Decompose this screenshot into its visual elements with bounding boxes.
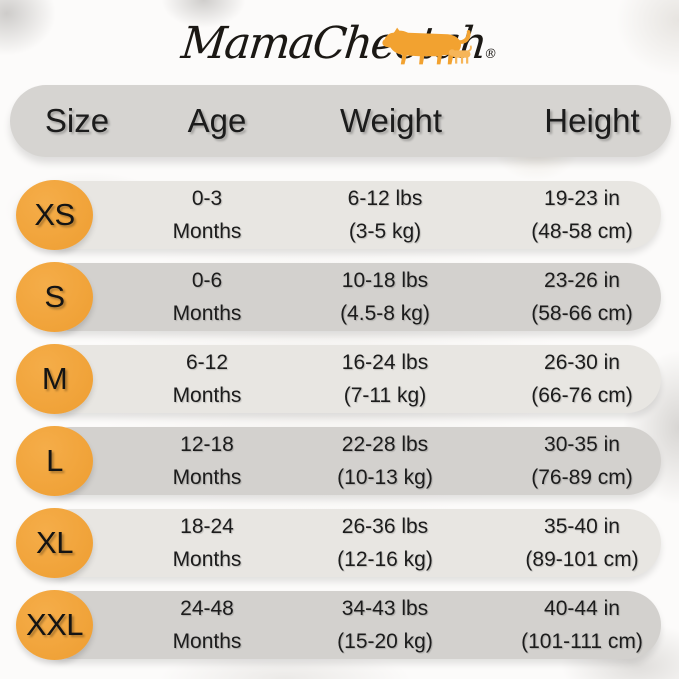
- height-cell: 19-23 in (48-58 cm): [531, 182, 633, 248]
- age-unit: Months: [172, 466, 242, 489]
- weight-kg: (12-16 kg): [337, 548, 433, 571]
- table-row: XXL 24-48 Months 34-43 lbs (15-20 kg) 40…: [0, 590, 679, 660]
- size-badge: M: [16, 344, 93, 414]
- height-cm: (58-66 cm): [531, 302, 633, 325]
- header-weight: Weight: [339, 102, 443, 139]
- height-cell: 40-44 in (101-111 cm): [521, 592, 643, 658]
- height-in: 26-30 in: [544, 351, 620, 374]
- age-cell: 6-12 Months: [173, 346, 242, 412]
- age-cell: 0-3 Months: [173, 182, 242, 248]
- height-cell: 30-35 in (76-89 cm): [531, 428, 633, 494]
- table-row: S 0-6 Months 10-18 lbs (4.5-8 kg) 23-26 …: [0, 262, 679, 332]
- height-cm: (76-89 cm): [531, 466, 633, 489]
- weight-lbs: 22-28 lbs: [341, 433, 429, 456]
- age-cell: 24-48 Months: [173, 592, 242, 658]
- row-pill-background: [37, 181, 661, 249]
- table-row: L 12-18 Months 22-28 lbs (10-13 kg) 30-3…: [0, 426, 679, 496]
- height-in: 40-44 in: [544, 597, 620, 620]
- table-row: XS 0-3 Months 6-12 lbs (3-5 kg) 19-23 in…: [0, 180, 679, 250]
- weight-lbs: 10-18 lbs: [341, 269, 429, 292]
- age-range: 12-18: [180, 433, 234, 456]
- header-size: Size: [44, 102, 110, 139]
- weight-lbs: 6-12 lbs: [347, 187, 423, 210]
- weight-cell: 16-24 lbs (7-11 kg): [342, 346, 428, 412]
- height-in: 19-23 in: [544, 187, 620, 210]
- age-range: 6-12: [185, 351, 229, 374]
- size-badge: S: [16, 262, 93, 332]
- row-pill-background: [37, 509, 661, 577]
- brand-logo: MamaCheetah®: [0, 14, 679, 80]
- weight-kg: (4.5-8 kg): [340, 302, 430, 325]
- age-cell: 12-18 Months: [173, 428, 242, 494]
- weight-cell: 22-28 lbs (10-13 kg): [337, 428, 433, 494]
- height-cell: 35-40 in (89-101 cm): [525, 510, 638, 576]
- table-header-row: Size Age Weight Height: [10, 85, 671, 157]
- height-in: 30-35 in: [544, 433, 620, 456]
- height-cm: (66-76 cm): [531, 384, 633, 407]
- size-badge: XL: [16, 508, 93, 578]
- row-pill-background: [37, 591, 661, 659]
- age-unit: Months: [172, 384, 242, 407]
- height-cm: (89-101 cm): [525, 548, 639, 571]
- weight-kg: (15-20 kg): [337, 630, 433, 653]
- age-range: 0-6: [191, 269, 223, 292]
- age-unit: Months: [172, 630, 242, 653]
- weight-cell: 26-36 lbs (12-16 kg): [337, 510, 433, 576]
- weight-kg: (7-11 kg): [343, 384, 427, 407]
- age-unit: Months: [172, 548, 242, 571]
- size-badge: L: [16, 426, 93, 496]
- age-cell: 0-6 Months: [173, 264, 242, 330]
- height-cell: 23-26 in (58-66 cm): [531, 264, 633, 330]
- age-unit: Months: [172, 302, 242, 325]
- height-cm: (101-111 cm): [521, 630, 643, 653]
- weight-cell: 34-43 lbs (15-20 kg): [337, 592, 433, 658]
- header-age: Age: [187, 102, 247, 139]
- row-pill-background: [37, 263, 661, 331]
- age-cell: 18-24 Months: [173, 510, 242, 576]
- weight-kg: (10-13 kg): [337, 466, 433, 489]
- size-badge: XS: [16, 180, 93, 250]
- age-unit: Months: [172, 220, 242, 243]
- header-height: Height: [544, 102, 640, 139]
- height-cell: 26-30 in (66-76 cm): [531, 346, 633, 412]
- table-row: XL 18-24 Months 26-36 lbs (12-16 kg) 35-…: [0, 508, 679, 578]
- age-range: 0-3: [191, 187, 223, 210]
- height-in: 23-26 in: [544, 269, 620, 292]
- weight-lbs: 34-43 lbs: [341, 597, 429, 620]
- height-in: 35-40 in: [544, 515, 620, 538]
- size-badge: XXL: [16, 590, 93, 660]
- row-pill-background: [37, 345, 661, 413]
- table-row: M 6-12 Months 16-24 lbs (7-11 kg) 26-30 …: [0, 344, 679, 414]
- weight-lbs: 26-36 lbs: [341, 515, 429, 538]
- weight-kg: (3-5 kg): [348, 220, 422, 243]
- age-range: 24-48: [180, 597, 234, 620]
- weight-cell: 6-12 lbs (3-5 kg): [348, 182, 423, 248]
- row-pill-background: [37, 427, 661, 495]
- cheetah-mother-and-cub-icon: [382, 27, 472, 65]
- height-cm: (48-58 cm): [531, 220, 633, 243]
- weight-cell: 10-18 lbs (4.5-8 kg): [340, 264, 430, 330]
- weight-lbs: 16-24 lbs: [341, 351, 429, 374]
- age-range: 18-24: [180, 515, 234, 538]
